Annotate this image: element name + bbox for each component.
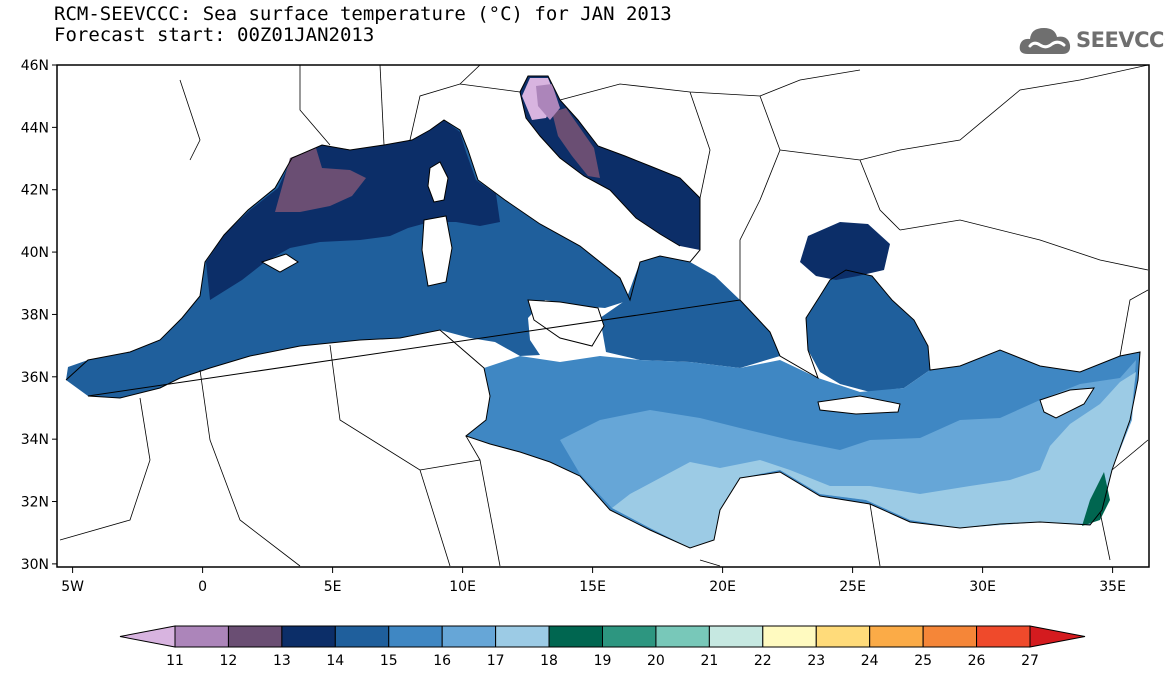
colorbar-label: 15 <box>380 653 398 669</box>
colorbar-swatch <box>388 625 443 648</box>
colorbar-label: 24 <box>861 653 879 669</box>
lon-tick-label: 20E <box>709 579 736 595</box>
country-borders <box>59 65 1149 567</box>
coastline <box>65 75 1141 549</box>
colorbar-swatch <box>762 625 817 648</box>
lat-tick-label: 34N <box>21 432 49 448</box>
colorbar-swatch <box>441 625 497 648</box>
colorbar-low-arrow <box>119 625 176 648</box>
longitude-axis: 5W 0 5E 10E 15E 20E 25E 30E 35E <box>61 567 1126 595</box>
colorbar-swatch <box>976 625 1031 648</box>
lon-tick-label: 5W <box>61 579 84 595</box>
seevccc-logo: SEEVCCC <box>1018 24 1165 58</box>
colorbar-label: 23 <box>807 653 825 669</box>
lon-tick-label: 0 <box>198 579 207 595</box>
colorbar-label: 22 <box>754 653 772 669</box>
colorbar-label: 12 <box>220 653 238 669</box>
sst-ionian <box>600 256 780 368</box>
colorbar-label: 13 <box>273 653 291 669</box>
lat-tick-label: 30N <box>21 557 49 573</box>
colorbar-legend: 11 12 13 14 15 16 17 18 19 20 21 22 23 24 25 26 27 <box>119 625 1086 669</box>
sst-12-adriatic <box>536 84 560 120</box>
colorbar-swatch <box>815 625 871 648</box>
colorbar-label: 14 <box>326 653 344 669</box>
sst-aegean <box>806 270 930 392</box>
map-frame <box>56 64 1150 568</box>
sst-17-east <box>612 372 1136 548</box>
island-corsica <box>427 161 449 203</box>
forecast-start-label: Forecast start: 00Z01JAN2013 <box>54 24 375 46</box>
colorbar-swatch <box>227 625 283 648</box>
colorbar-label: 11 <box>166 653 184 669</box>
lat-tick-label: 36N <box>21 370 49 386</box>
sst-14-west <box>206 120 500 300</box>
colorbar-swatch <box>922 625 978 648</box>
lat-tick-label: 38N <box>21 307 49 323</box>
colorbar-label: 17 <box>487 653 505 669</box>
cloud-icon <box>1019 28 1071 54</box>
lat-tick-label: 42N <box>21 183 49 199</box>
sst-13-lion <box>275 148 366 212</box>
sst-13-adriatic <box>552 108 600 178</box>
lon-tick-label: 15E <box>579 579 606 595</box>
colorbar-swatch <box>281 625 336 648</box>
colorbar-swatch <box>548 625 603 648</box>
lat-tick-label: 46N <box>21 58 49 74</box>
colorbar-swatch <box>602 625 657 648</box>
lon-tick-label: 30E <box>969 579 996 595</box>
colorbar-swatch <box>708 625 764 648</box>
lon-tick-label: 10E <box>449 579 476 595</box>
colorbar-label: 25 <box>914 653 932 669</box>
colorbar-label: 27 <box>1021 653 1039 669</box>
lon-tick-label: 25E <box>839 579 866 595</box>
island-crete <box>817 395 901 415</box>
lon-tick-label: 5E <box>324 579 342 595</box>
colorbar-swatch <box>655 625 710 648</box>
sst-19-levant-coast <box>1082 472 1110 526</box>
colorbar-label: 18 <box>540 653 558 669</box>
colorbar-swatch <box>174 625 229 648</box>
colorbar-high-arrow <box>1029 625 1086 648</box>
lon-tick-label: 35E <box>1099 579 1126 595</box>
latitude-axis: 46N 44N 42N 40N 38N 36N 34N 32N 30N <box>21 58 57 573</box>
lat-tick-label: 44N <box>21 120 49 136</box>
map-title: RCM-SEEVCCC: Sea surface temperature (°C… <box>54 3 672 25</box>
colorbar-label: 21 <box>700 653 718 669</box>
colorbar-label: 26 <box>968 653 986 669</box>
island-balearics <box>260 253 299 273</box>
colorbar-swatch <box>495 625 550 648</box>
lat-tick-label: 40N <box>21 245 49 261</box>
colorbar-label: 19 <box>594 653 612 669</box>
island-cyprus <box>1039 387 1095 419</box>
lat-tick-label: 32N <box>21 495 49 511</box>
sst-14-north-aegean <box>800 222 890 280</box>
colorbar-swatch <box>869 625 924 648</box>
colorbar-label: 16 <box>433 653 451 669</box>
logo-text: SEEVCCC <box>1076 28 1165 52</box>
colorbar-label: 20 <box>647 653 665 669</box>
island-sicily <box>527 299 605 347</box>
island-sardinia <box>421 215 453 287</box>
colorbar-swatch <box>334 625 390 648</box>
